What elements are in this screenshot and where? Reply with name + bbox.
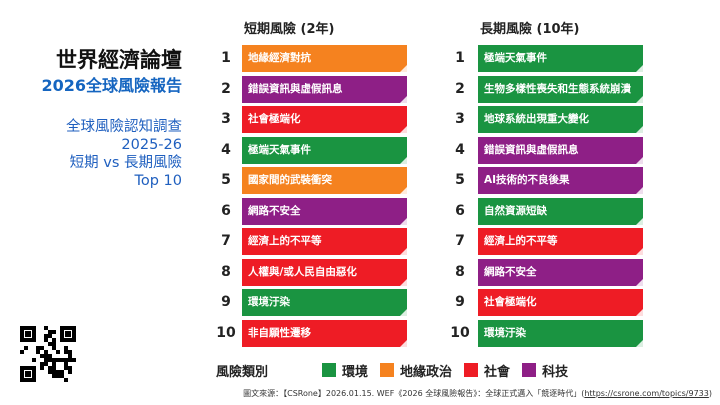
rank-number: 5: [221, 172, 231, 188]
rank-number: 6: [455, 202, 465, 219]
legend-label: 環境: [342, 364, 369, 380]
rank-number: 8: [221, 263, 231, 280]
rank-number: 4: [455, 141, 465, 158]
survey-line: 全球風險認知調查: [66, 119, 182, 135]
legend-title: 風險類別: [216, 364, 269, 380]
risk-bar: 經濟上的不平等: [478, 228, 643, 255]
legend-label: 地緣政治: [400, 364, 453, 380]
survey-line: 2025-26: [121, 137, 182, 153]
rank-number: 7: [455, 233, 465, 249]
rank-number: 6: [221, 202, 231, 219]
rank-number: 1: [221, 50, 231, 66]
risk-bar: 國家間的武裝衝突: [242, 167, 407, 194]
risk-bar: 人權與/或人民自由惡化: [242, 258, 407, 286]
risk-bar: 網路不安全: [242, 197, 407, 225]
rank-number: 10: [216, 324, 236, 341]
legend-label: 科技: [542, 364, 569, 380]
survey-line: 短期 vs 長期風險: [69, 155, 182, 171]
risk-bar: 地緣經濟對抗: [242, 45, 407, 72]
source-caption: 圖文來源：【CSRone】2026.01.15. WEF《2026 全球風險報告…: [243, 388, 712, 399]
risk-bar: 極端天氣事件: [242, 136, 407, 164]
short-term-heading: 短期風險 (2年): [244, 22, 335, 37]
risk-bar: 網路不安全: [478, 258, 643, 286]
legend-item: 科技: [522, 361, 568, 380]
risk-bar: 極端天氣事件: [478, 45, 643, 72]
rank-number: 3: [455, 111, 465, 127]
legend-swatch: [322, 363, 337, 377]
rank-number: 9: [455, 294, 465, 310]
risk-bar: 地球系統出現重大變化: [478, 106, 643, 133]
risk-bar: 非自願性遷移: [242, 319, 407, 347]
rank-number: 2: [221, 80, 231, 97]
rank-number: 2: [455, 80, 465, 97]
legend-swatch: [380, 363, 395, 377]
rank-number: 3: [221, 111, 231, 127]
risk-bar: 自然資源短缺: [478, 197, 643, 225]
survey-description: 全球風險認知調查 2025-26 短期 vs 長期風險 Top 10: [66, 118, 182, 190]
legend-swatch: [464, 363, 479, 377]
report-subtitle: 2026全球風險報告: [41, 76, 182, 95]
rank-number: 8: [455, 263, 465, 280]
rank-number: 4: [221, 141, 231, 158]
source-suffix: ): [708, 389, 712, 398]
source-link[interactable]: https://csrone.com/topics/9733: [584, 389, 709, 398]
risk-bar: 環境汙染: [478, 319, 643, 347]
legend-item: 地緣政治: [380, 361, 452, 380]
legend-item: 社會: [464, 361, 510, 380]
risk-bar: 錯誤資訊與虛假訊息: [478, 136, 643, 164]
rank-number: 1: [455, 50, 465, 66]
risk-bar: 生物多樣性喪失和生態系統崩潰: [478, 75, 643, 103]
risk-bar: 社會極端化: [478, 289, 643, 316]
risk-bar: 錯誤資訊與虛假訊息: [242, 75, 407, 103]
risk-bar: 環境汙染: [242, 289, 407, 316]
risk-category-legend: 風險類別 環境 地緣政治 社會 科技: [216, 360, 580, 380]
source-text: 圖文來源：【CSRone】2026.01.15. WEF《2026 全球風險報告…: [243, 389, 585, 398]
left-panel: 世界經濟論壇 2026全球風險報告 全球風險認知調查 2025-26 短期 vs…: [0, 0, 200, 405]
page-title: 世界經濟論壇: [56, 48, 182, 72]
rank-number: 9: [221, 294, 231, 310]
rank-number: 7: [221, 233, 231, 249]
legend-label: 社會: [484, 364, 511, 380]
qr-code-icon[interactable]: [20, 326, 76, 382]
rank-number: 5: [455, 172, 465, 188]
legend-swatch: [522, 363, 537, 377]
rank-number: 10: [450, 324, 470, 341]
legend-item: 環境: [322, 361, 368, 380]
survey-line: Top 10: [134, 173, 182, 189]
risk-bar: 經濟上的不平等: [242, 228, 407, 255]
risk-bar: 社會極端化: [242, 106, 407, 133]
risk-bar: AI技術的不良後果: [478, 167, 643, 194]
long-term-heading: 長期風險 (10年): [480, 22, 580, 37]
